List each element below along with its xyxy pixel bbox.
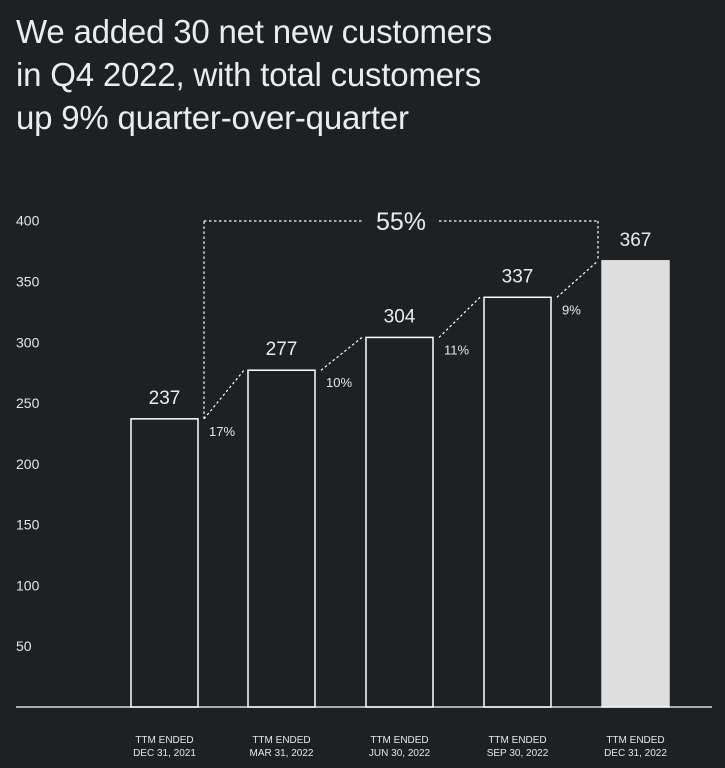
y-tick-label: 250 — [16, 395, 40, 411]
y-tick-label: 200 — [16, 456, 40, 472]
y-tick-label: 300 — [16, 334, 40, 350]
growth-percent-label: 17% — [209, 424, 235, 439]
bar-value-label: 277 — [266, 339, 298, 360]
y-tick-label: 400 — [16, 213, 40, 229]
y-tick-label: 50 — [16, 638, 32, 654]
x-category-label: TTM ENDED — [606, 735, 664, 746]
x-category-label: MAR 31, 2022 — [250, 748, 314, 759]
title-line-3: up 9% quarter-over-quarter — [16, 99, 409, 136]
bar-value-label: 237 — [149, 388, 181, 409]
growth-connector — [320, 336, 363, 371]
growth-connector — [203, 369, 245, 420]
x-category-label: TTM ENDED — [370, 735, 428, 746]
x-category-label: SEP 30, 2022 — [487, 748, 549, 759]
x-category-label: JUN 30, 2022 — [369, 748, 431, 759]
x-category-label: DEC 31, 2022 — [604, 748, 667, 759]
title-line-2: in Q4 2022, with total customers — [16, 56, 481, 93]
bar — [483, 296, 552, 708]
y-tick-label: 150 — [16, 517, 40, 533]
y-tick-label: 100 — [16, 577, 40, 593]
y-axis: 50 100 150 200 250 300 350 400 — [16, 213, 40, 655]
bar — [601, 260, 670, 708]
x-category-label: DEC 31, 2021 — [133, 748, 196, 759]
bar-value-label: 367 — [620, 230, 652, 251]
title-line-1: We added 30 net new customers — [16, 13, 493, 50]
growth-connector — [556, 260, 599, 298]
growth-percent-label: 9% — [562, 302, 581, 317]
y-tick-label: 350 — [16, 273, 40, 289]
x-category-label: TTM ENDED — [135, 735, 193, 746]
x-category-label: TTM ENDED — [488, 735, 546, 746]
bar — [130, 418, 199, 708]
growth-connectors: 17% 10% 11% 9% 55% — [203, 208, 599, 439]
growth-percent-label: 11% — [444, 342, 469, 357]
x-category-label: TTM ENDED — [252, 735, 310, 746]
bar — [247, 369, 316, 708]
x-axis: TTM ENDED DEC 31, 2021 TTM ENDED MAR 31, 20… — [133, 735, 667, 759]
total-growth-label: 55% — [376, 208, 426, 236]
growth-percent-label: 10% — [326, 375, 352, 390]
bar-value-label: 337 — [502, 266, 534, 287]
bar — [365, 336, 434, 708]
chart-title: We added 30 net new customers in Q4 2022… — [16, 10, 706, 139]
bars: 237 277 304 337 367 — [130, 230, 670, 708]
growth-connector — [438, 296, 481, 338]
bar-value-label: 304 — [384, 306, 416, 327]
